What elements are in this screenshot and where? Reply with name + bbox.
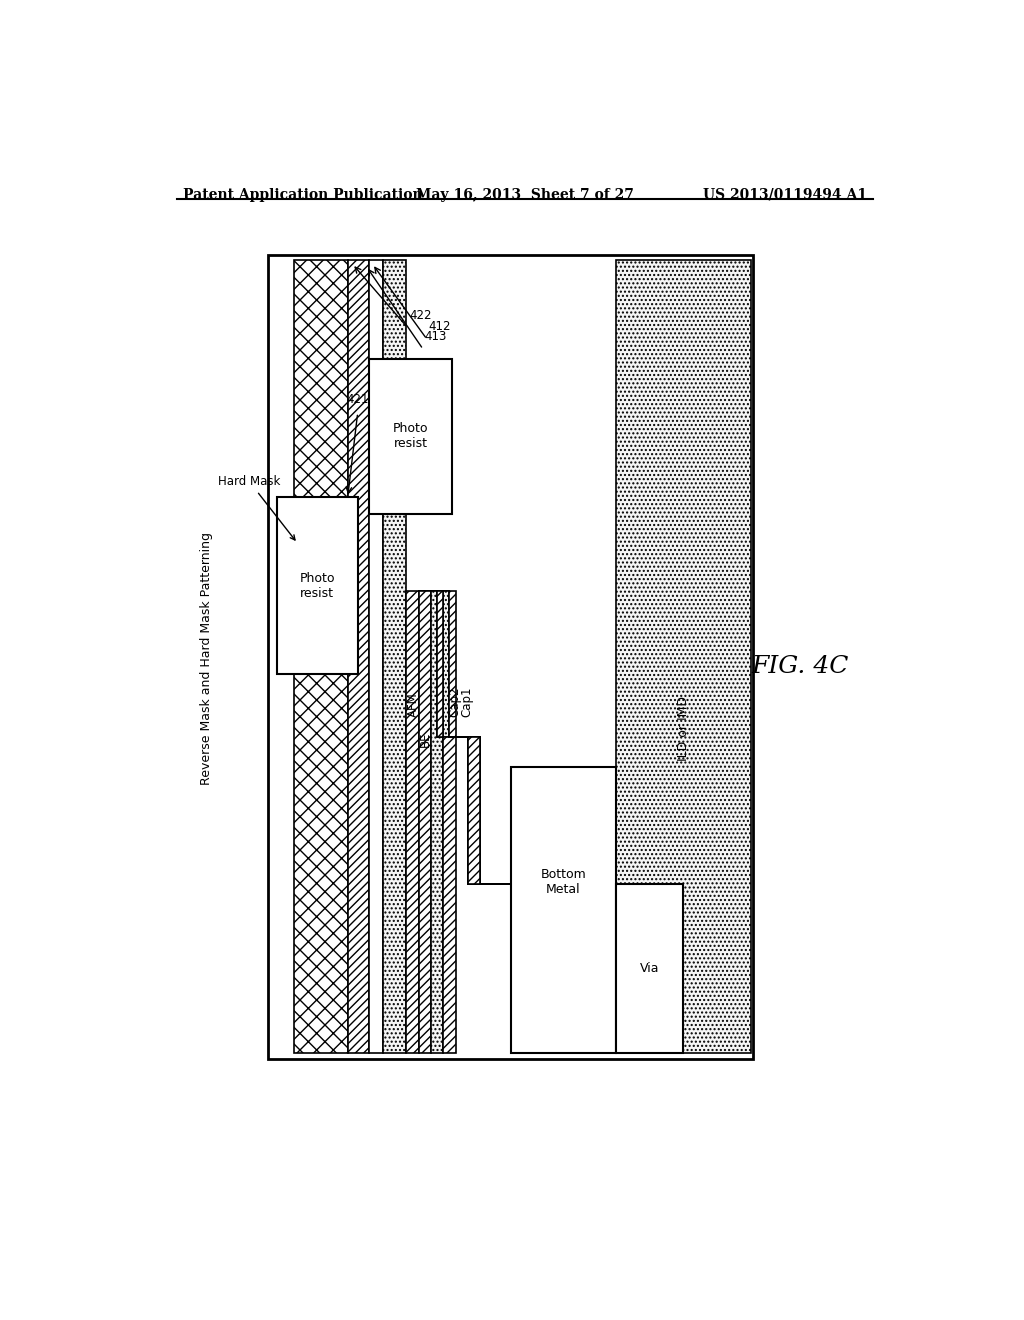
Text: BE: BE	[419, 733, 432, 747]
Text: FIG. 4C: FIG. 4C	[752, 655, 849, 678]
Text: 413: 413	[425, 330, 447, 343]
Bar	[370, 359, 453, 515]
Text: ILD or IMD: ILD or IMD	[677, 696, 690, 760]
Text: Photo
resist: Photo resist	[300, 572, 335, 599]
Bar	[276, 498, 357, 675]
Polygon shape	[419, 591, 511, 1053]
Bar	[615, 260, 752, 1053]
Polygon shape	[431, 591, 511, 1053]
Text: US 2013/0119494 A1: US 2013/0119494 A1	[702, 187, 866, 202]
Polygon shape	[407, 591, 511, 1053]
Bar	[383, 260, 407, 1053]
Text: May 16, 2013  Sheet 7 of 27: May 16, 2013 Sheet 7 of 27	[416, 187, 634, 202]
Text: Photo
resist: Photo resist	[393, 422, 429, 450]
Bar	[370, 260, 383, 1053]
Text: 422: 422	[410, 309, 432, 322]
Text: Hard Mask: Hard Mask	[218, 475, 295, 540]
Bar	[348, 260, 370, 1053]
Text: Via: Via	[640, 962, 659, 975]
Bar	[294, 260, 348, 1053]
Text: Bottom
Metal: Bottom Metal	[541, 869, 586, 896]
Text: Patent Application Publication: Patent Application Publication	[183, 187, 423, 202]
Bar	[615, 884, 683, 1053]
Text: Cap1: Cap1	[461, 686, 473, 717]
Polygon shape	[437, 591, 511, 1053]
Text: Reverse Mask and Hard Mask Patterning: Reverse Mask and Hard Mask Patterning	[200, 532, 213, 785]
Text: 421: 421	[346, 393, 369, 407]
Text: 412: 412	[429, 321, 451, 333]
Bar	[511, 767, 615, 1053]
Bar	[267, 255, 753, 1059]
Text: Cap2: Cap2	[449, 686, 461, 717]
Text: AFM: AFM	[407, 692, 420, 717]
